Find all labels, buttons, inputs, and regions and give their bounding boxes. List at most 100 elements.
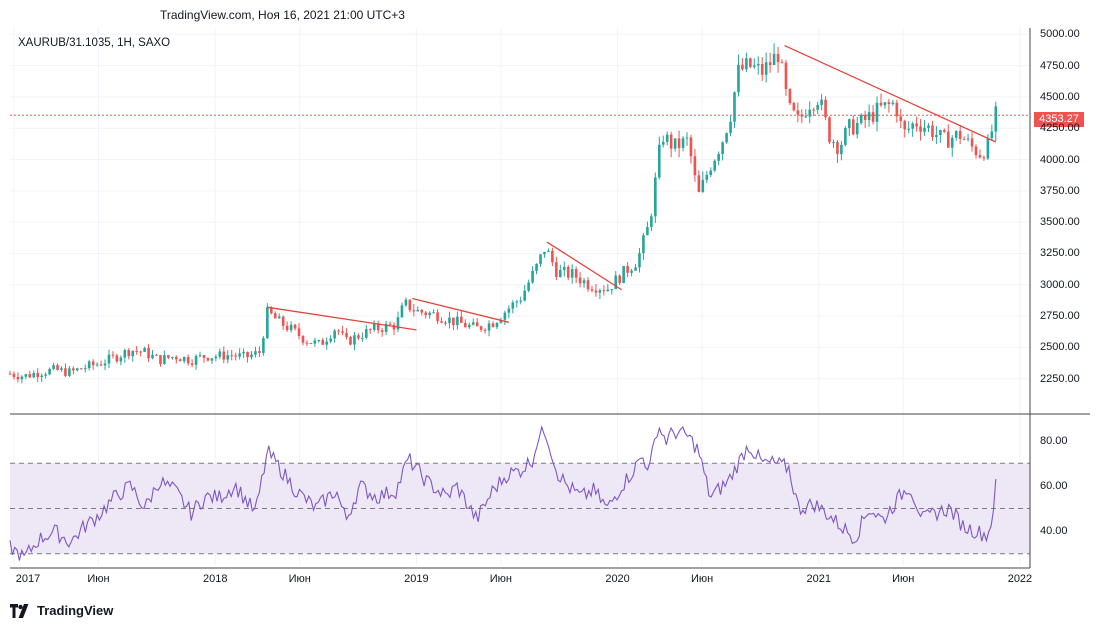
candle-body: [539, 254, 542, 264]
candle-body: [222, 351, 226, 360]
candle-body: [978, 155, 982, 158]
candle-body: [812, 109, 815, 111]
candle-body: [650, 216, 653, 227]
candle-body: [218, 351, 222, 357]
candle-body: [167, 355, 170, 358]
candle-body: [511, 302, 515, 309]
candle-body: [238, 353, 241, 357]
candle-body: [182, 356, 186, 362]
candle-body: [432, 312, 435, 314]
candle-body: [313, 340, 317, 344]
candle-body: [840, 144, 843, 155]
candle-body: [266, 307, 269, 339]
candle-body: [630, 270, 633, 273]
candle-body: [776, 53, 780, 63]
price-tick-label: 4500.00: [1040, 90, 1080, 103]
candle-body: [729, 121, 732, 134]
candle-body: [456, 316, 459, 326]
candle-body: [234, 355, 237, 357]
candle-body: [547, 250, 550, 252]
candle-body: [273, 313, 277, 319]
candle-body: [99, 364, 103, 366]
candle-body: [131, 350, 135, 357]
candle-body: [713, 160, 717, 171]
candle-body: [863, 114, 867, 121]
candle-body: [68, 368, 71, 376]
candle-body: [927, 125, 930, 128]
tradingview-logo-text: TradingView: [37, 603, 114, 618]
candle-body: [400, 305, 404, 318]
candle-body: [495, 322, 499, 328]
candle-body: [555, 262, 558, 278]
symbol-label[interactable]: XAURUB/31.1035, 1H, SAXO: [18, 37, 171, 49]
candle-body: [661, 141, 665, 145]
candle-body: [535, 263, 538, 271]
candle-body: [701, 179, 705, 192]
candle-body: [159, 355, 162, 364]
candle-body: [618, 275, 621, 284]
candle-body: [772, 53, 776, 66]
candle-body: [693, 156, 697, 176]
trendline: [784, 44, 997, 143]
candle-body: [638, 253, 641, 268]
candle-body: [970, 138, 974, 147]
candle-body: [915, 123, 918, 127]
candle-body: [139, 351, 142, 353]
candle-body: [365, 329, 368, 338]
candle-body: [24, 374, 28, 377]
candle-body: [598, 290, 602, 293]
candle-body: [768, 62, 772, 66]
candle-body: [436, 312, 439, 322]
candle-body: [349, 337, 352, 345]
candle-body: [741, 64, 744, 70]
candle-body: [527, 282, 530, 291]
candle-body: [832, 142, 835, 144]
candle-body: [962, 138, 966, 140]
candle-body: [531, 270, 534, 283]
candle-body: [460, 316, 463, 323]
main-gridlines: [10, 28, 1030, 565]
candle-body: [824, 99, 827, 118]
candle-body: [297, 328, 301, 337]
candle-body: [574, 269, 578, 278]
time-tick-label: Июн: [690, 573, 714, 585]
candle-body: [380, 330, 384, 332]
candle-body: [760, 64, 764, 75]
candle-body: [828, 117, 831, 143]
candle-body: [808, 109, 812, 117]
candle-body: [20, 376, 24, 380]
candle-body: [151, 354, 154, 359]
candle-body: [32, 372, 36, 378]
candle-body: [737, 64, 740, 93]
candle-body: [87, 361, 91, 369]
candle-body: [503, 312, 507, 320]
time-tick-label: 2017: [15, 573, 41, 585]
candle-body: [586, 280, 590, 290]
candle-body: [859, 114, 863, 124]
candle-body: [519, 300, 523, 302]
candle-body: [756, 64, 760, 66]
candle-body: [614, 275, 618, 290]
candle-body: [361, 337, 364, 339]
candle-body: [305, 342, 309, 344]
price-tick-label: 2500.00: [1040, 341, 1080, 354]
candle-body: [91, 361, 95, 366]
candle-body: [163, 355, 166, 364]
candle-body: [171, 356, 174, 358]
candle-body: [416, 309, 420, 312]
candle-body: [467, 324, 471, 328]
candle-body: [135, 350, 138, 352]
candle-body: [487, 323, 491, 331]
candle-body: [64, 368, 67, 376]
price-tick-label: 3500.00: [1040, 216, 1080, 229]
candle-body: [353, 335, 356, 345]
price-tick-label: 2750.00: [1040, 310, 1080, 323]
tradingview-logo[interactable]: TradingView: [10, 603, 113, 618]
candle-body: [725, 133, 728, 143]
price-tick-label: 3000.00: [1040, 278, 1080, 291]
candle-body: [950, 137, 954, 148]
candle-body: [277, 316, 281, 319]
candle-body: [943, 130, 946, 132]
candle-body: [147, 348, 150, 359]
